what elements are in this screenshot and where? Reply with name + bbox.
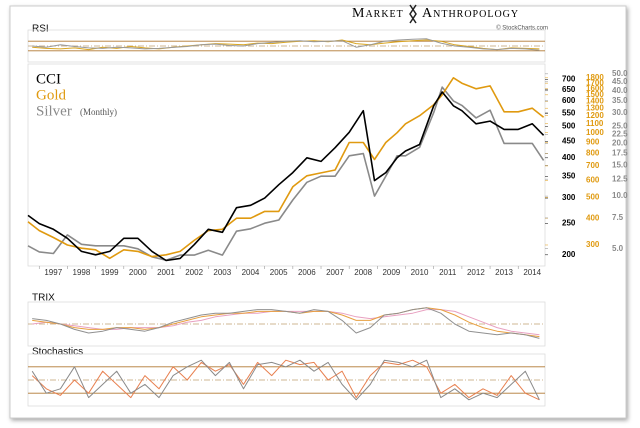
y-tick-label: 1300	[586, 103, 604, 112]
legend-entry: CCI	[36, 71, 61, 87]
series-line	[32, 307, 540, 339]
y-tick-label: 35.0	[612, 96, 628, 105]
series-line	[31, 359, 540, 401]
series-line	[27, 77, 545, 260]
x-tick-label: 2003	[213, 268, 231, 277]
x-tick-label: 2002	[185, 268, 203, 277]
x-tick-label: 2001	[157, 268, 175, 277]
y-tick-label: 5.0	[612, 244, 624, 253]
y-tick-label: 500	[562, 122, 576, 131]
x-tick-label: 1997	[44, 268, 62, 277]
y-tick-label: 1400	[586, 96, 604, 105]
panel-title: Stochastics	[32, 347, 83, 358]
x-tick-label: 1998	[73, 268, 91, 277]
y-tick-label: 450	[562, 136, 576, 145]
legend-entry: Silver	[36, 103, 72, 119]
legend-entry: Gold	[36, 87, 67, 103]
y-tick-label: 700	[562, 75, 576, 84]
y-tick-label: 350	[562, 172, 576, 181]
series-line	[32, 39, 540, 51]
y-tick-label: 25.0	[612, 122, 628, 131]
y-tick-label: 1700	[586, 78, 604, 87]
y-tick-label: 1600	[586, 84, 604, 93]
x-tick-label: 2012	[467, 268, 485, 277]
frame	[9, 5, 627, 419]
x-tick-label: 1999	[101, 268, 119, 277]
y-tick-label: 17.5	[612, 149, 628, 158]
y-tick-label: 45.0	[612, 77, 628, 86]
y-tick-label: 1000	[586, 128, 604, 137]
y-tick-label: 900	[586, 138, 600, 147]
y-tick-label: 300	[562, 193, 576, 202]
y-tick-label: 1500	[586, 90, 604, 99]
y-tick-label: 1100	[586, 119, 604, 128]
series-line	[27, 91, 545, 262]
y-tick-label: 600	[586, 175, 600, 184]
y-tick-label: 50.0	[612, 69, 628, 78]
y-tick-label: 400	[586, 213, 600, 222]
x-tick-label: 2007	[326, 268, 344, 277]
brand-word: Anthropology	[422, 6, 519, 21]
x-tick-label: 2013	[495, 268, 513, 277]
panel-title: TRIX	[32, 293, 55, 304]
brand-logo	[409, 4, 417, 24]
y-tick-label: 22.5	[612, 130, 628, 139]
x-tick-label: 2010	[411, 268, 429, 277]
y-tick-label: 400	[562, 153, 576, 162]
panel-title: RSI	[32, 24, 49, 35]
y-tick-label: 1800	[586, 73, 604, 82]
x-tick-label: 2014	[523, 268, 541, 277]
series-line	[31, 359, 540, 401]
series-line	[32, 38, 540, 51]
y-tick-label: 10.0	[612, 191, 628, 200]
y-tick-label: 40.0	[612, 86, 628, 95]
x-tick-label: 2011	[439, 268, 457, 277]
x-tick-label: 2009	[382, 268, 400, 277]
x-tick-label: 2005	[270, 268, 288, 277]
x-tick-label: 2008	[354, 268, 372, 277]
y-tick-label: 650	[562, 85, 576, 94]
x-tick-label: 2006	[298, 268, 316, 277]
y-tick-label: 500	[586, 192, 600, 201]
x-tick-label: 2004	[242, 268, 260, 277]
y-tick-label: 30.0	[612, 108, 628, 117]
y-tick-label: 600	[562, 96, 576, 105]
y-tick-label: 20.0	[612, 139, 628, 148]
y-tick-label: 7.5	[612, 213, 624, 222]
subtitle: (Monthly)	[80, 107, 117, 117]
x-tick-label: 2000	[129, 268, 147, 277]
brand-word: Market	[352, 6, 404, 21]
credit: © StockCharts.com	[496, 25, 548, 32]
y-tick-label: 250	[562, 219, 576, 228]
y-tick-label: 1200	[586, 111, 604, 120]
y-tick-label: 300	[586, 240, 600, 249]
y-tick-label: 700	[586, 161, 600, 170]
y-tick-label: 200	[562, 250, 576, 259]
y-tick-label: 550	[562, 108, 576, 117]
y-tick-label: 15.0	[612, 160, 628, 169]
y-tick-label: 800	[586, 149, 600, 158]
y-tick-label: 12.5	[612, 174, 628, 183]
plot-area	[27, 63, 546, 267]
